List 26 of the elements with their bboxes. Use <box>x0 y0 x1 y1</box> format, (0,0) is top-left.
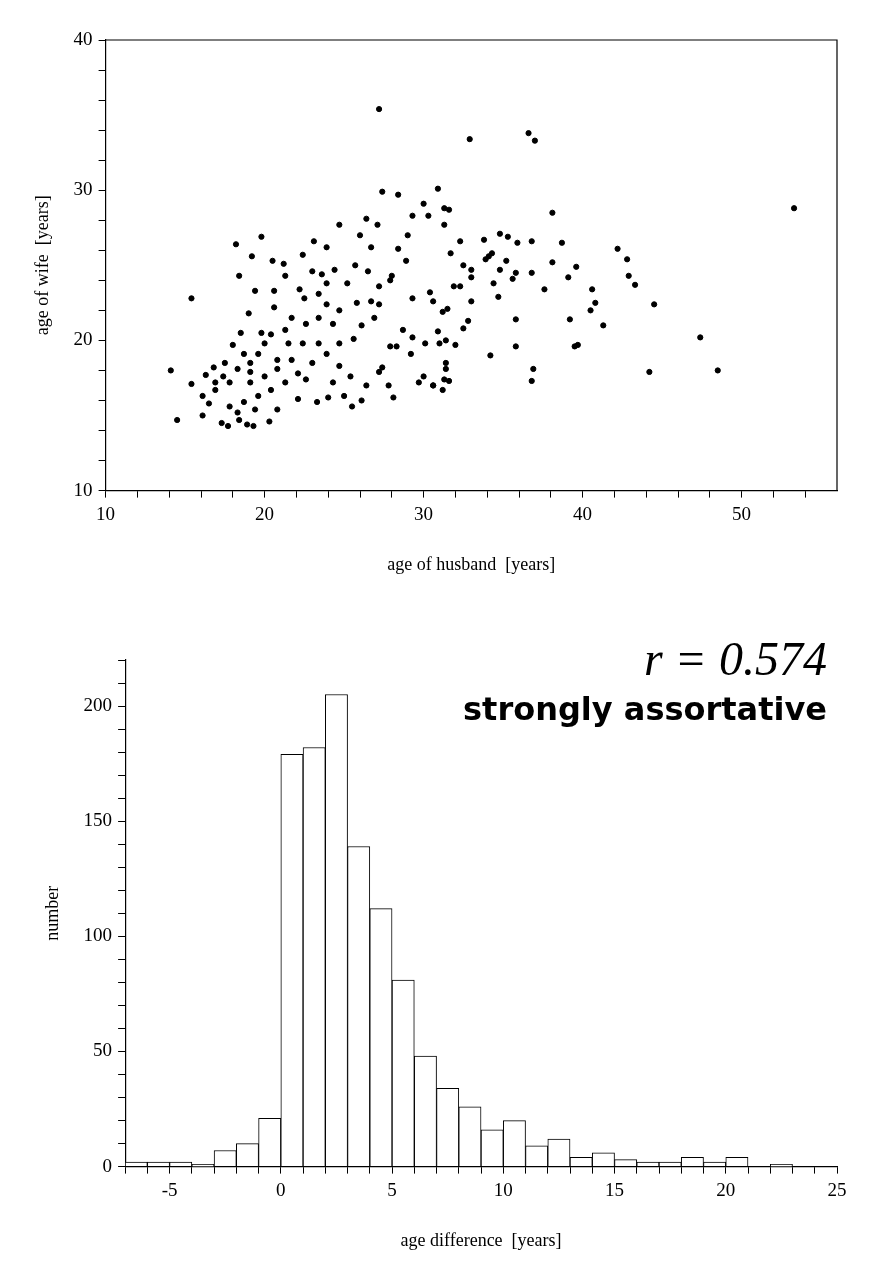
x-tick-label: 50 <box>732 502 752 524</box>
x-tick-label: 20 <box>716 1178 736 1200</box>
y-tick-label: 100 <box>83 924 113 946</box>
y-tick-label: 40 <box>73 27 93 49</box>
y-tick-label: 50 <box>93 1039 113 1061</box>
y-tick-label: 30 <box>73 178 93 200</box>
x-axis-title: age difference [years] <box>400 1229 562 1250</box>
x-axis-title: age of husband [years] <box>387 553 556 574</box>
y-axis-title: age of wife [years] <box>31 195 52 336</box>
y-tick-label: 20 <box>73 328 93 350</box>
x-tick-label: 20 <box>255 502 275 524</box>
y-tick-label: 150 <box>83 809 113 831</box>
x-tick-label: -5 <box>161 1178 178 1200</box>
x-tick-label: 40 <box>573 502 593 524</box>
y-tick-label: 10 <box>73 478 93 500</box>
y-tick-label: 200 <box>83 694 113 716</box>
y-axis-title: number <box>41 885 62 941</box>
x-tick-label: 0 <box>276 1178 286 1200</box>
x-tick-label: 15 <box>605 1178 625 1200</box>
x-tick-label: 5 <box>387 1178 397 1200</box>
x-tick-label: 30 <box>414 502 434 524</box>
annotation: r = 0.574 <box>643 632 827 685</box>
y-tick-label: 0 <box>102 1154 113 1176</box>
x-tick-label: 10 <box>493 1178 513 1200</box>
x-tick-label: 25 <box>827 1178 847 1200</box>
annotation: strongly assortative <box>463 690 827 728</box>
